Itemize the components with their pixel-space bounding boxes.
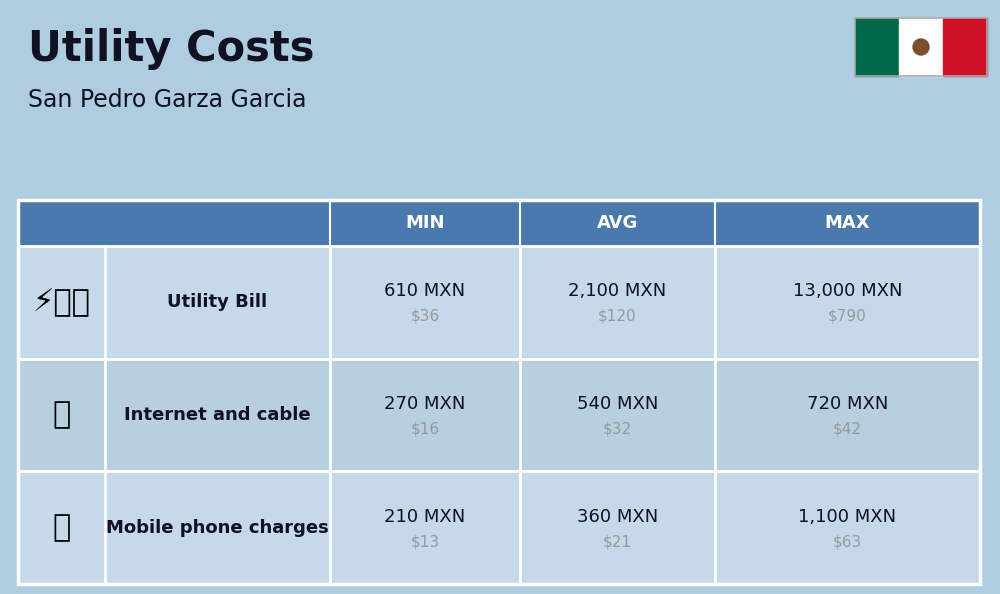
- Text: $63: $63: [833, 534, 862, 549]
- Text: 📶: 📶: [52, 400, 71, 429]
- Text: Utility Bill: Utility Bill: [167, 293, 268, 311]
- Text: $36: $36: [410, 309, 440, 324]
- Text: $790: $790: [828, 309, 867, 324]
- Text: 📱: 📱: [52, 513, 71, 542]
- Text: $32: $32: [603, 422, 632, 437]
- Text: Utility Costs: Utility Costs: [28, 28, 314, 70]
- Text: ⚡🔌🚰: ⚡🔌🚰: [33, 288, 90, 317]
- Text: San Pedro Garza Garcia: San Pedro Garza Garcia: [28, 88, 306, 112]
- Text: AVG: AVG: [597, 214, 638, 232]
- Text: $42: $42: [833, 422, 862, 437]
- Circle shape: [913, 39, 929, 55]
- Bar: [855, 18, 987, 76]
- Text: 720 MXN: 720 MXN: [807, 395, 888, 413]
- Bar: [899, 18, 943, 76]
- Text: 360 MXN: 360 MXN: [577, 508, 658, 526]
- Text: MAX: MAX: [825, 214, 870, 232]
- Text: 270 MXN: 270 MXN: [384, 395, 466, 413]
- Text: 210 MXN: 210 MXN: [384, 508, 466, 526]
- Text: 1,100 MXN: 1,100 MXN: [798, 508, 897, 526]
- Text: $21: $21: [603, 534, 632, 549]
- Bar: [18, 200, 980, 584]
- Bar: [18, 359, 980, 471]
- Bar: [18, 200, 980, 246]
- Bar: [18, 471, 980, 584]
- Text: 2,100 MXN: 2,100 MXN: [568, 282, 667, 301]
- Text: 13,000 MXN: 13,000 MXN: [793, 282, 902, 301]
- Bar: [855, 18, 899, 76]
- Text: $120: $120: [598, 309, 637, 324]
- Bar: [943, 18, 987, 76]
- Text: 540 MXN: 540 MXN: [577, 395, 658, 413]
- Text: MIN: MIN: [405, 214, 445, 232]
- Text: 610 MXN: 610 MXN: [384, 282, 466, 301]
- Text: $16: $16: [410, 422, 440, 437]
- Bar: [18, 246, 980, 359]
- Text: Mobile phone charges: Mobile phone charges: [106, 519, 329, 536]
- Text: Internet and cable: Internet and cable: [124, 406, 311, 424]
- Text: $13: $13: [410, 534, 440, 549]
